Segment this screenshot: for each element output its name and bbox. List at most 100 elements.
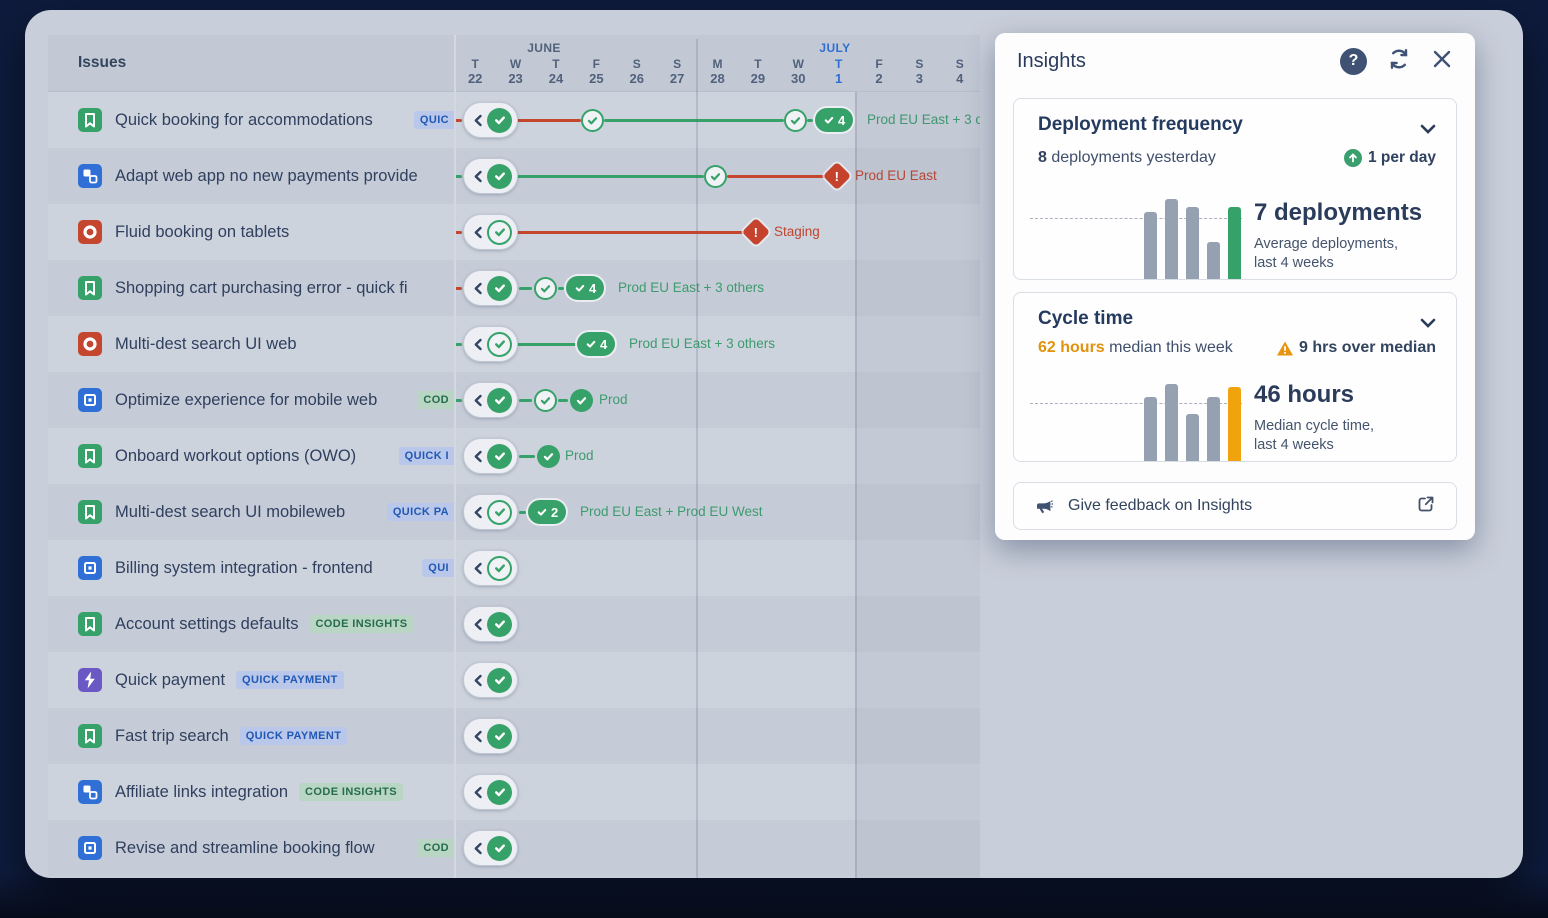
chevron-left-icon: [474, 786, 482, 798]
release-track-line: [517, 230, 746, 234]
issue-title[interactable]: Adapt web app no new payments provide: [115, 166, 418, 185]
deployment-check-filled[interactable]: [569, 389, 593, 412]
deployment-check-outline[interactable]: [533, 277, 557, 300]
cycle-warning: 9 hrs over median: [1276, 339, 1436, 357]
issue-title[interactable]: Onboard workout options (OWO): [115, 446, 357, 465]
collapse-deployments-pill[interactable]: [463, 606, 518, 642]
issue-title[interactable]: Optimize experience for mobile web: [115, 390, 378, 409]
issue-title[interactable]: Account settings defaults: [115, 614, 299, 633]
issue-row[interactable]: Multi-dest search UI mobileweb QUICK PA 2 P…: [48, 484, 980, 540]
collapse-deployments-pill[interactable]: [463, 494, 518, 530]
lightning-icon: [84, 671, 95, 689]
collapse-deployments-pill[interactable]: [463, 438, 518, 474]
deployment-count-badge[interactable]: 4: [577, 332, 616, 356]
collapse-deployments-pill[interactable]: [463, 718, 518, 754]
cycle-big-stat: 46 hours: [1254, 381, 1355, 408]
story-icon: [85, 729, 95, 744]
issue-label-badge: QUIC: [413, 111, 455, 129]
issue-title[interactable]: Fast trip search: [115, 726, 229, 745]
chevron-left-icon: [474, 282, 482, 294]
issue-cell: Optimize experience for mobile web COD: [48, 372, 455, 428]
collapse-deployments-pill[interactable]: [463, 774, 518, 810]
issue-title[interactable]: Shopping cart purchasing error - quick f…: [115, 278, 408, 297]
bug-issue-icon: [78, 220, 102, 244]
issue-row[interactable]: Optimize experience for mobile web COD Pro…: [48, 372, 980, 428]
issue-row[interactable]: Billing system integration - frontend QUI: [48, 540, 980, 596]
deployment-check-outline[interactable]: [703, 165, 727, 188]
environment-label: Prod EU East: [855, 168, 937, 183]
insights-header: Insights ?: [995, 33, 1475, 89]
issue-title[interactable]: Affiliate links integration: [115, 782, 289, 801]
issue-title[interactable]: Revise and streamline booking flow: [115, 838, 375, 857]
month-label-june: JUNE: [527, 41, 561, 55]
give-feedback-button[interactable]: Give feedback on Insights: [1013, 482, 1457, 530]
story-issue-icon: [78, 500, 102, 524]
today-gridline: [855, 92, 857, 878]
deployment-count-badge[interactable]: 4: [566, 276, 605, 300]
deployment-count-badge[interactable]: 2: [528, 500, 567, 524]
issue-row[interactable]: Multi-dest search UI web 4 Prod EU East + …: [48, 316, 980, 372]
week-bar: [1144, 212, 1157, 279]
chevron-down-icon[interactable]: [1420, 315, 1436, 333]
issue-row[interactable]: Fluid booking on tablets! Staging: [48, 204, 980, 260]
collapse-deployments-pill[interactable]: [463, 102, 518, 138]
highlight-bar: [1228, 387, 1241, 461]
collapse-deployments-pill[interactable]: [463, 158, 518, 194]
issue-row[interactable]: Quick payment QUICK PAYMENT: [48, 652, 980, 708]
environment-label: Staging: [774, 224, 820, 239]
issue-row[interactable]: Fast trip search QUICK PAYMENT: [48, 708, 980, 764]
task-issue-icon: [78, 388, 102, 412]
chevron-left-icon: [474, 562, 482, 574]
megaphone-icon: [1037, 500, 1054, 514]
day-header-T29: T 29: [750, 57, 766, 86]
story-issue-icon: [78, 276, 102, 300]
issue-row[interactable]: Onboard workout options (OWO) QUICK I Prod: [48, 428, 980, 484]
deployment-check-outline[interactable]: [580, 109, 604, 132]
collapse-deployments-pill[interactable]: [463, 214, 518, 250]
issue-row[interactable]: Account settings defaults CODE INSIGHTS: [48, 596, 980, 652]
issue-title[interactable]: Multi-dest search UI web: [115, 334, 297, 353]
deployment-failed-icon[interactable]: !: [822, 161, 852, 191]
chevron-left-icon: [474, 170, 482, 182]
issue-row[interactable]: Revise and streamline booking flow COD: [48, 820, 980, 876]
check-circle-outline: [487, 331, 512, 357]
issue-row[interactable]: Shopping cart purchasing error - quick f…: [48, 260, 980, 316]
issue-row[interactable]: Adapt web app no new payments provide! Pr…: [48, 148, 980, 204]
issue-title[interactable]: Fluid booking on tablets: [115, 222, 290, 241]
collapse-deployments-pill[interactable]: [463, 382, 518, 418]
collapse-deployments-pill[interactable]: [463, 662, 518, 698]
check-circle-filled: [487, 667, 512, 693]
help-icon[interactable]: ?: [1340, 47, 1367, 75]
check-circle-filled: [487, 835, 512, 861]
week-bar: [1207, 397, 1220, 461]
environment-label: Prod: [565, 448, 594, 463]
chevron-down-icon[interactable]: [1420, 121, 1436, 139]
issue-cell: Quick payment QUICK PAYMENT: [48, 652, 455, 708]
deployment-big-stat: 7 deployments: [1254, 199, 1423, 226]
timeline-cell: [455, 820, 980, 876]
deployment-check-outline[interactable]: [783, 109, 807, 132]
collapse-deployments-pill[interactable]: [463, 326, 518, 362]
collapse-deployments-pill[interactable]: [463, 550, 518, 586]
close-icon[interactable]: [1431, 48, 1453, 75]
issue-title[interactable]: Billing system integration - frontend: [115, 558, 373, 577]
deployment-count-badge[interactable]: 4: [815, 108, 854, 132]
check-circle-outline: [487, 219, 512, 245]
issue-title[interactable]: Quick payment: [115, 670, 226, 689]
issue-title[interactable]: Multi-dest search UI mobileweb: [115, 502, 346, 521]
week-bar: [1165, 199, 1178, 279]
collapse-deployments-pill[interactable]: [463, 270, 518, 306]
future-dates-shade: [855, 92, 980, 878]
refresh-icon[interactable]: [1387, 47, 1411, 76]
timeline-cell: [455, 596, 980, 652]
deployment-failed-icon[interactable]: !: [741, 217, 771, 247]
issue-title[interactable]: Quick booking for accommodations: [115, 110, 373, 129]
deployment-check-filled[interactable]: [536, 445, 560, 468]
chevron-left-icon: [474, 450, 482, 462]
average-dashed-line: [1030, 218, 1242, 219]
issue-row[interactable]: Quick booking for accommodations QUIC 4 Pro…: [48, 92, 980, 148]
insights-panel: Insights ? Deployment frequency: [995, 33, 1475, 540]
issue-row[interactable]: Affiliate links integration CODE INSIGHTS: [48, 764, 980, 820]
deployment-check-outline[interactable]: [533, 389, 557, 412]
collapse-deployments-pill[interactable]: [463, 830, 518, 866]
